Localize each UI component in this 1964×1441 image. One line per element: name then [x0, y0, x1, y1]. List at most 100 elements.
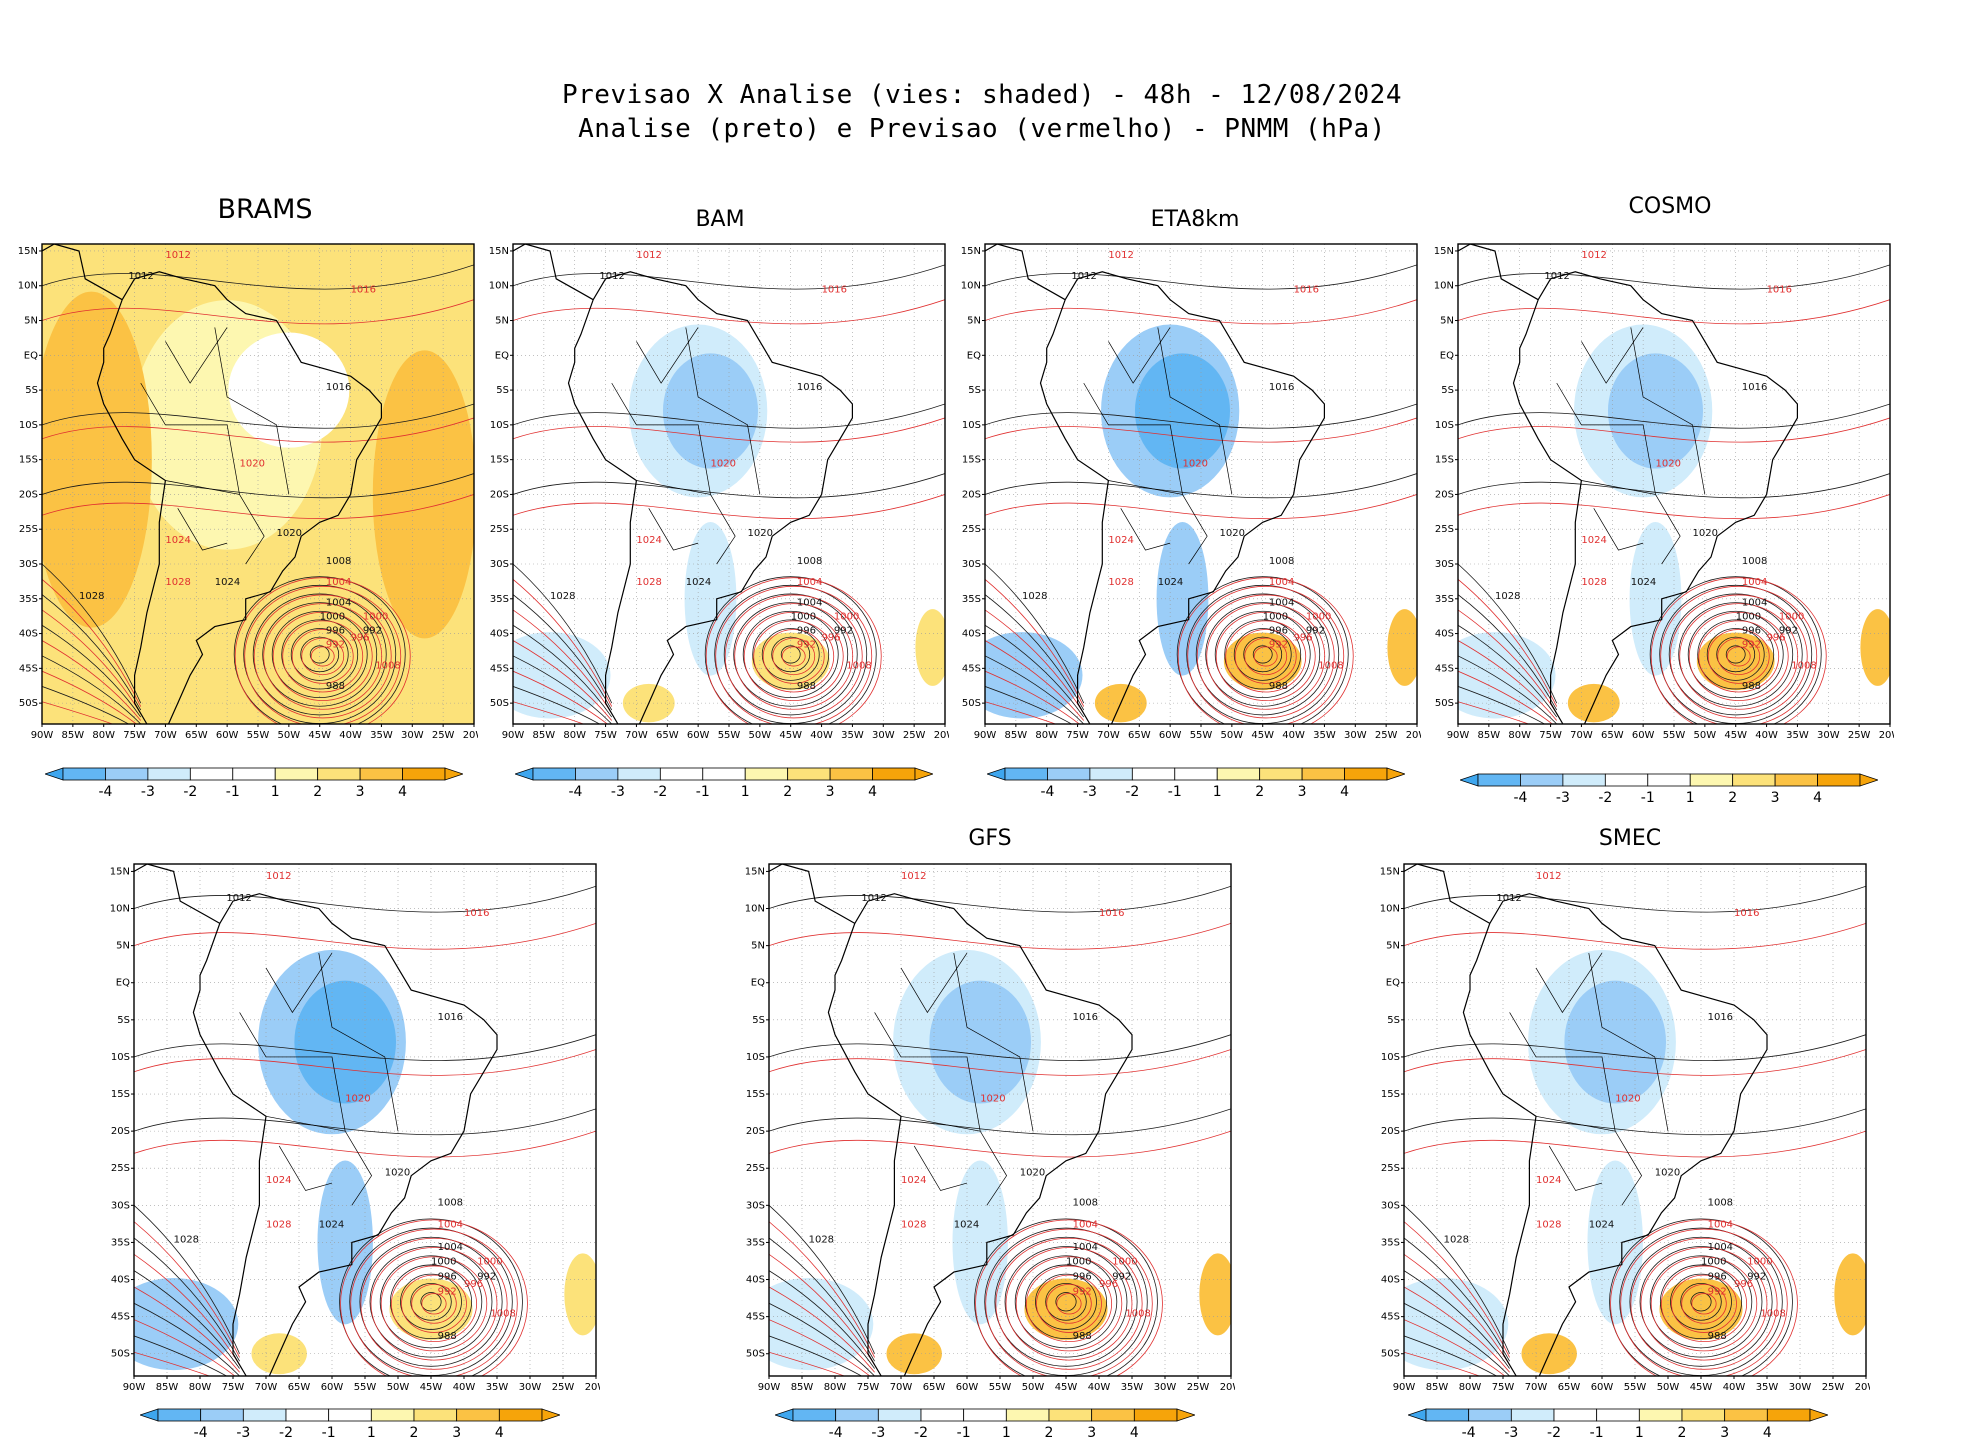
isobar [134, 1270, 240, 1369]
lon-tick-label: 40W [1282, 730, 1305, 741]
forecast-isobar-label: 1012 [165, 250, 190, 261]
lon-tick-label: 55W [1190, 730, 1213, 741]
colorbar-label: -3 [611, 784, 625, 800]
analysis-isobar [271, 610, 368, 699]
forecast-isobar-label: 996 [1294, 633, 1313, 644]
isobar [1458, 494, 1890, 519]
analysis-isobar [704, 576, 877, 724]
country-border [318, 952, 399, 1132]
forecast-isobar [1707, 629, 1770, 684]
isobar [769, 1049, 1231, 1076]
lon-tick-label: 55W [718, 730, 741, 741]
forecast-isobar-label: 1024 [901, 1175, 926, 1186]
lon-tick-label: 50W [1221, 730, 1244, 741]
isobar [42, 299, 474, 325]
colorbar-label: 2 [1678, 1425, 1687, 1441]
forecast-isobar-label: 1016 [1734, 908, 1759, 919]
isobar [769, 1237, 875, 1362]
lon-tick-label: 90W [758, 1382, 781, 1393]
forecast-isobar [1671, 1274, 1737, 1333]
colorbar-label: -3 [1083, 784, 1097, 800]
forecast-isobar-label: 1016 [1767, 285, 1792, 296]
analysis-isobar [1639, 1246, 1763, 1358]
forecast-isobar-label: 996 [1734, 1279, 1753, 1290]
analysis-isobar-label: 1000 [791, 612, 816, 623]
forecast-isobar [772, 637, 816, 676]
forecast-isobar-label: 1028 [901, 1220, 926, 1231]
lat-tick-label: 30S [746, 1200, 765, 1211]
forecast-isobar-label: 1008 [1791, 660, 1816, 671]
isobar [985, 494, 1417, 519]
lat-tick-label: 30S [962, 559, 981, 570]
bias-shading [1564, 980, 1667, 1104]
lat-tick-label: 50S [746, 1349, 765, 1360]
isobar [1458, 686, 1546, 724]
lat-tick-label: 15S [1381, 1089, 1400, 1100]
analysis-isobar-label: 1000 [431, 1257, 456, 1268]
south-america-coastline [567, 271, 853, 724]
analysis-isobar-label: 1024 [1589, 1220, 1614, 1231]
forecast-isobar-label: 1008 [1760, 1309, 1785, 1320]
lon-tick-label: 85W [791, 1382, 814, 1393]
colorbar-segment [370, 1408, 415, 1422]
lon-tick-label: 90W [1447, 730, 1470, 741]
lat-tick-label: 10N [489, 281, 509, 292]
south-america-coastline [1039, 271, 1325, 724]
country-border [636, 480, 736, 565]
lat-tick-label: 15S [111, 1089, 130, 1100]
colorbar-segment [702, 767, 746, 781]
analysis-isobar-label: 1008 [1073, 1197, 1098, 1208]
analysis-isobar-label: 992 [363, 626, 382, 637]
lat-tick-label: 25S [111, 1163, 130, 1174]
forecast-isobar [340, 1219, 528, 1376]
lat-tick-label: 5S [1441, 385, 1454, 396]
isobar [985, 563, 1085, 704]
analysis-isobar-label: 1000 [1066, 1257, 1091, 1268]
colorbar-segment [62, 767, 106, 781]
bias-shading [294, 980, 397, 1104]
country-border [214, 327, 290, 495]
forecast-isobar [1056, 1293, 1082, 1315]
colorbar-label: 1 [741, 784, 750, 800]
colorbar-label: -2 [1125, 784, 1139, 800]
colorbar-segment [1638, 1408, 1683, 1422]
colorbar-segment [1048, 1408, 1093, 1422]
forecast-isobar [380, 1256, 488, 1352]
analysis-isobar-label: 1004 [1073, 1242, 1098, 1253]
lon-tick-label: 30W [1344, 730, 1367, 741]
isobar [134, 1286, 240, 1373]
lat-tick-label: 5S [117, 1015, 130, 1026]
forecast-isobar [724, 594, 863, 719]
forecast-isobar [234, 577, 411, 724]
forecast-isobar [705, 577, 882, 724]
lat-tick-label: 10S [1435, 420, 1454, 431]
analysis-isobar-label: 1020 [1020, 1168, 1045, 1179]
analysis-isobar [733, 602, 849, 707]
forecast-isobar-label: 1024 [1581, 535, 1606, 546]
forecast-isobar-label: 1028 [165, 577, 190, 588]
isobar [1404, 1108, 1866, 1136]
lon-tick-label: 20W [1220, 1382, 1235, 1393]
isobar [769, 1351, 846, 1376]
lat-tick-label: 10S [1381, 1052, 1400, 1063]
lat-tick-label: 45S [19, 663, 38, 674]
forecast-isobar [1046, 1283, 1092, 1324]
lat-tick-label: 25S [1435, 524, 1454, 535]
lon-tick-label: 85W [1005, 730, 1028, 741]
forecast-isobar [1688, 611, 1789, 702]
isobar [513, 624, 613, 718]
bias-shading [662, 353, 759, 469]
central-america-coastline [513, 244, 594, 301]
lat-tick-label: 35S [19, 594, 38, 605]
analysis-isobar-label: 988 [1708, 1331, 1727, 1342]
colorbar-low-arrow [515, 767, 534, 781]
colorbar-segment [1174, 767, 1218, 781]
analysis-isobar-label: 992 [834, 626, 853, 637]
analysis-isobar [1055, 1292, 1077, 1312]
bias-shading [1387, 609, 1417, 686]
isobar [513, 655, 613, 724]
lon-tick-label: 85W [1426, 1382, 1449, 1393]
forecast-isobar-label: 1024 [266, 1175, 291, 1186]
isobar [513, 473, 945, 499]
analysis-isobar [1214, 610, 1311, 699]
